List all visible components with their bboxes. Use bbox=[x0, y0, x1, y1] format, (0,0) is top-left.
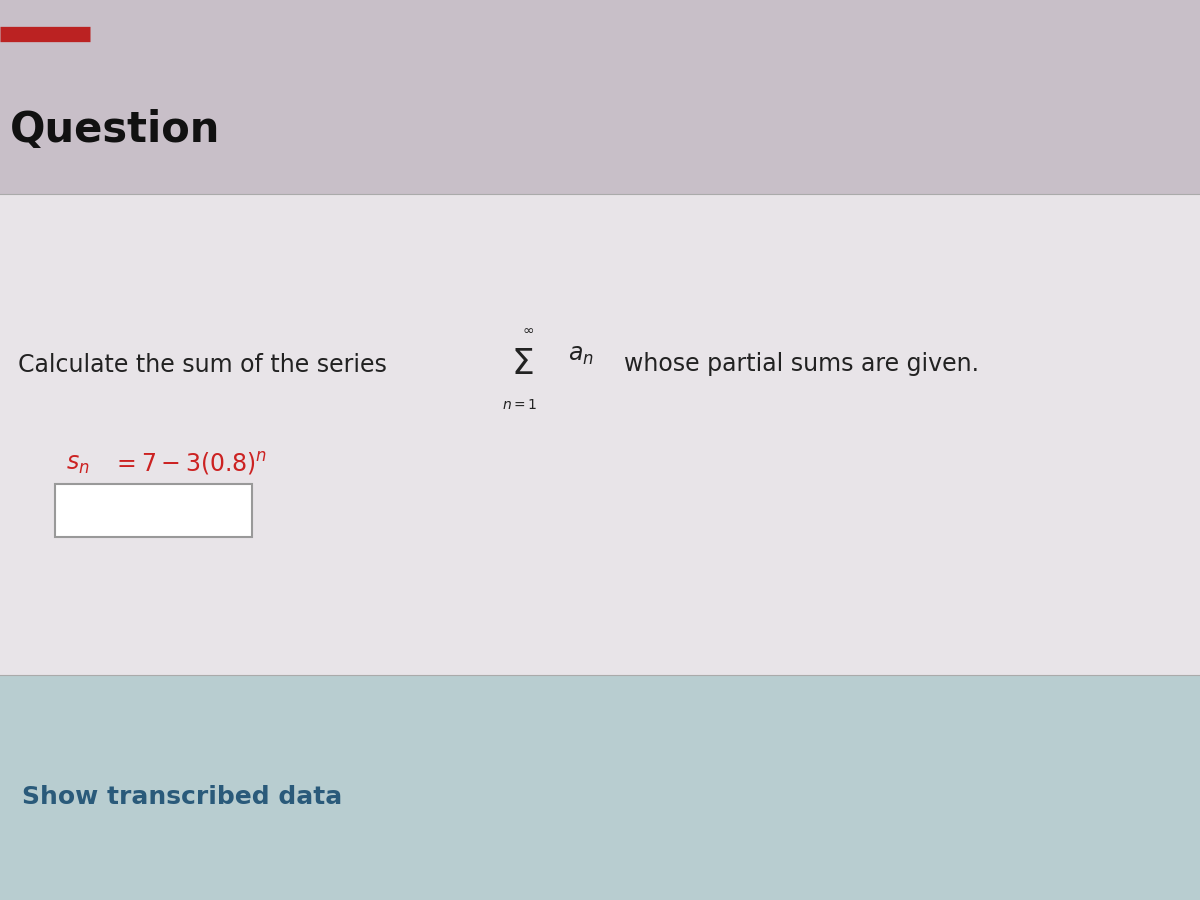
Text: Calculate the sum of the series: Calculate the sum of the series bbox=[18, 353, 386, 376]
FancyBboxPatch shape bbox=[55, 484, 252, 537]
Text: whose partial sums are given.: whose partial sums are given. bbox=[624, 353, 979, 376]
FancyBboxPatch shape bbox=[0, 194, 1200, 675]
Text: $\Sigma$: $\Sigma$ bbox=[511, 347, 533, 382]
Text: $n=1$: $n=1$ bbox=[502, 398, 538, 412]
Text: $\infty$: $\infty$ bbox=[522, 323, 534, 338]
Text: $= 7 - 3(0.8)^n$: $= 7 - 3(0.8)^n$ bbox=[112, 450, 266, 477]
Text: $a_n$: $a_n$ bbox=[568, 344, 594, 367]
Text: Question: Question bbox=[10, 110, 220, 151]
Text: Show transcribed data: Show transcribed data bbox=[22, 785, 342, 808]
FancyBboxPatch shape bbox=[0, 0, 1200, 194]
FancyBboxPatch shape bbox=[0, 675, 1200, 900]
Text: $s_n$: $s_n$ bbox=[66, 452, 90, 475]
